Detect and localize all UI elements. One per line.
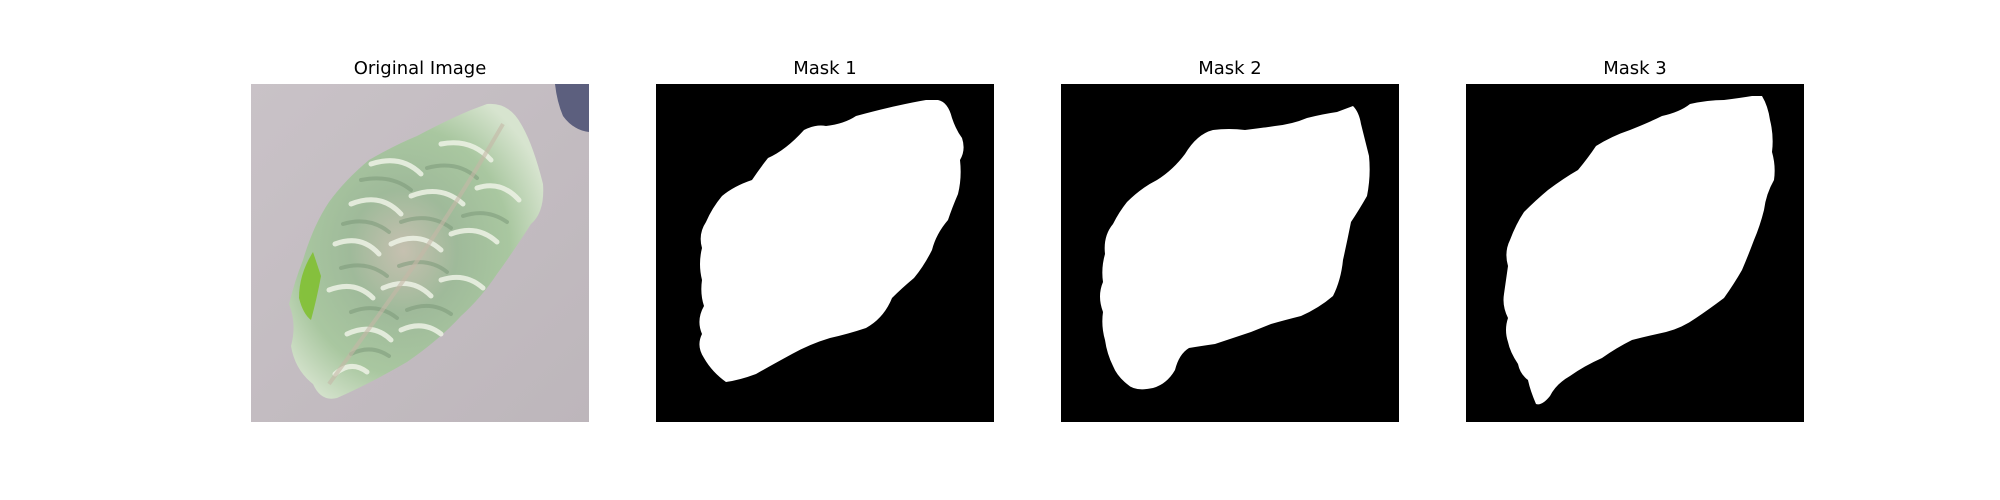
leaf-midrib [327, 122, 505, 386]
leaf-shape [289, 103, 544, 399]
original-image [251, 84, 589, 422]
mask-region [1100, 106, 1370, 390]
mask-2-image [1061, 84, 1399, 422]
panel-mask-2: Mask 2 [1061, 0, 1399, 500]
panel-title: Mask 2 [1198, 58, 1262, 79]
mask-3-image [1466, 84, 1804, 422]
mask-1-image [656, 84, 994, 422]
panel-title: Mask 3 [1603, 58, 1667, 79]
panel-title: Original Image [353, 58, 487, 79]
panel-mask-1: Mask 1 [656, 0, 994, 500]
mask-region [1503, 96, 1775, 405]
mask-region [699, 100, 964, 382]
panel-title: Mask 1 [793, 58, 857, 79]
corner-shadow [555, 84, 589, 132]
panel-mask-3: Mask 3 [1466, 0, 1804, 500]
panel-original-image: Original Image [251, 0, 589, 500]
leaf-bright-edge [299, 252, 321, 320]
